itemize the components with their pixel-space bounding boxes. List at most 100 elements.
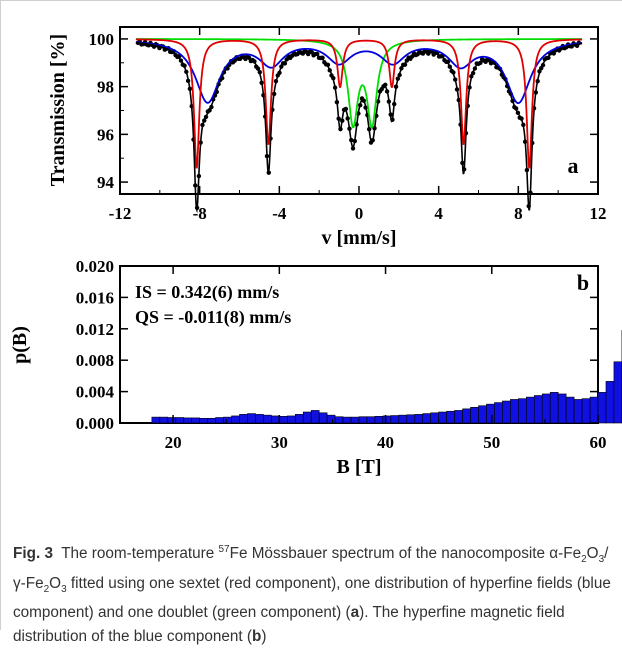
figure: -12 -8 -4 0 4 8 12 94 96 98 100 v [mm/s] Transmiss…: [0, 0, 622, 630]
distribution-bar: [240, 414, 248, 423]
spectrum-y-tick-label: 94: [97, 173, 115, 192]
distribution-bar: [335, 417, 343, 423]
distribution-bar: [582, 399, 590, 423]
distribution-bar: [375, 416, 383, 423]
isomer-shift-annotation: IS = 0.342(6) mm/s: [135, 282, 279, 303]
distribution-bar: [463, 409, 471, 423]
spectrum-x-tick-label: -4: [272, 204, 287, 223]
caption-text-2: Fe Mössbauer spectrum of the nanocomposi…: [230, 545, 582, 562]
spectrum-panel: -12 -8 -4 0 4 8 12 94 96 98 100 v [mm/s] Transmiss…: [47, 27, 607, 249]
chart-svg: -12 -8 -4 0 4 8 12 94 96 98 100 v [mm/s] Transmiss…: [0, 0, 622, 536]
caption-text-5: O: [49, 575, 61, 592]
distribution-bar: [391, 416, 399, 423]
spectrum-y-tick-label: 96: [97, 125, 114, 144]
spectrum-x-tick-label: 12: [590, 204, 607, 223]
distribution-y-tick-label: 0.004: [76, 383, 115, 402]
distribution-x-tick-label: 40: [377, 433, 394, 452]
spectrum-x-tick-label: 8: [514, 204, 523, 223]
caption-text-8: ): [261, 628, 266, 645]
spectrum-x-axis-title: v [mm/s]: [322, 227, 397, 249]
distribution-bar: [311, 410, 319, 423]
distribution-bar: [224, 417, 232, 423]
distribution-bar: [518, 399, 526, 423]
caption-ref-a: a: [351, 604, 360, 621]
spectrum-panel-label: a: [568, 153, 579, 178]
distribution-bar: [558, 394, 566, 423]
distribution-y-tick-label: 0.012: [76, 320, 114, 339]
caption-text-3: O: [587, 545, 599, 562]
distribution-x-axis-title: B [T]: [337, 456, 382, 478]
distribution-bar: [502, 401, 510, 423]
distribution-bar: [343, 417, 351, 423]
caption-text-1: The room-temperature: [61, 545, 218, 562]
distribution-y-tick-label: 0.016: [76, 288, 114, 307]
spectrum-y-tick-label: 98: [97, 78, 114, 97]
distribution-bar: [550, 392, 558, 423]
distribution-bar: [455, 410, 463, 423]
distribution-bar: [439, 412, 447, 423]
distribution-bar: [152, 417, 160, 423]
distribution-bar: [271, 416, 279, 423]
distribution-x-tick-label: 30: [271, 433, 288, 452]
distribution-bar: [279, 416, 287, 423]
distribution-bar: [606, 381, 614, 423]
distribution-bar: [494, 403, 502, 423]
distribution-bar: [383, 416, 391, 423]
distribution-bar: [399, 415, 407, 423]
distribution-bar: [479, 406, 487, 423]
spectrum-x-tick-label: 0: [355, 204, 364, 223]
distribution-bar: [351, 417, 359, 423]
distribution-bar: [200, 418, 208, 423]
spectrum-y-tick-label: 100: [89, 30, 115, 49]
distribution-bar: [295, 414, 303, 423]
distribution-x-tick-label: 50: [483, 433, 500, 452]
distribution-bar: [431, 413, 439, 423]
distribution-bar: [447, 411, 455, 423]
distribution-bar: [566, 397, 574, 423]
distribution-bar: [216, 418, 224, 424]
distribution-bar: [415, 414, 423, 423]
distribution-bar: [534, 396, 542, 423]
distribution-bar: [160, 417, 168, 423]
distribution-bar: [247, 414, 255, 423]
caption-ref-b: b: [252, 628, 261, 645]
distribution-x-tick-label: 20: [165, 433, 182, 452]
spectrum-x-tick-label: -12: [109, 204, 132, 223]
spectrum-y-axis-title: Transmission [%]: [47, 34, 69, 186]
distribution-bar: [184, 418, 192, 423]
figure-caption: Fig. 3 The room-temperature 57Fe Mössbau…: [13, 538, 613, 648]
distribution-bar: [168, 418, 176, 424]
distribution-bar: [486, 404, 494, 423]
distribution-bar: [598, 392, 606, 423]
distribution-bar: [287, 416, 295, 423]
distribution-bar: [367, 417, 375, 423]
distribution-panel-label: b: [577, 270, 589, 295]
distribution-bar: [176, 418, 184, 424]
distribution-bar: [407, 415, 415, 423]
distribution-bar: [208, 418, 216, 423]
distribution-bar: [574, 399, 582, 423]
distribution-bar: [526, 397, 534, 423]
distribution-y-tick-label: 0.020: [76, 257, 114, 276]
distribution-bar: [303, 412, 311, 423]
distribution-bar: [192, 418, 200, 423]
distribution-bar: [423, 414, 431, 423]
distribution-y-tick-label: 0.000: [76, 414, 114, 433]
distribution-bar: [471, 407, 479, 423]
distribution-bar: [327, 415, 335, 423]
quadrupole-splitting-annotation: QS = -0.011(8) mm/s: [135, 307, 291, 328]
distribution-bar: [510, 399, 518, 423]
distribution-bar: [542, 394, 550, 423]
distribution-bar: [590, 397, 598, 423]
distribution-y-axis-title: p(B): [9, 326, 31, 364]
distribution-bar: [263, 415, 271, 423]
spectrum-x-tick-label: 4: [434, 204, 443, 223]
spectrum-x-tick-label: -8: [193, 204, 207, 223]
distribution-x-tick-label: 60: [590, 433, 607, 452]
distribution-bar: [255, 414, 263, 423]
distribution-bar: [614, 362, 622, 423]
distribution-bar: [319, 413, 327, 423]
caption-label: Fig. 3: [13, 545, 53, 562]
distribution-bar: [232, 416, 240, 423]
